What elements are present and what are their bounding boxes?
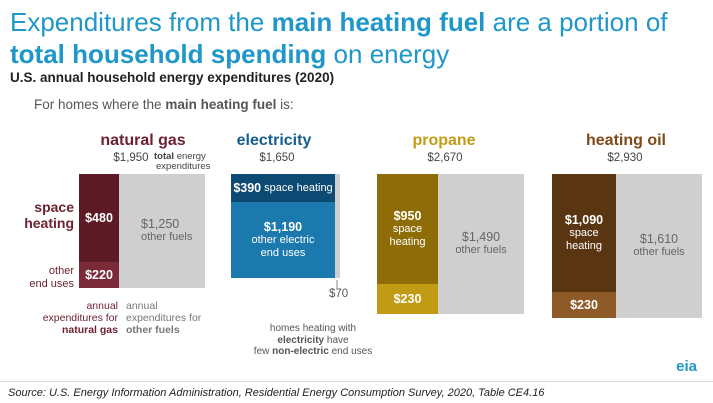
intro-emphasis: main heating fuel bbox=[165, 97, 277, 112]
side-label-other: other bbox=[48, 265, 74, 277]
annotation-of-line2: expenditures for bbox=[126, 312, 202, 324]
title-part3: are a portion of bbox=[485, 7, 668, 37]
annotation-of-line3: other fuels bbox=[126, 324, 180, 336]
value-heating-oil-other-end-uses: $230 bbox=[570, 297, 598, 312]
side-label-heating: heating bbox=[24, 215, 74, 231]
elec-note-few: few bbox=[253, 346, 273, 357]
title-emphasis-1: main heating fuel bbox=[271, 7, 486, 37]
label-natural-gas-other-fuels: other fuels bbox=[141, 231, 193, 243]
group-title-natural-gas: natural gas bbox=[100, 132, 186, 149]
side-label-space: space bbox=[34, 199, 74, 215]
bar-heating-oil-other-fuels: $1,610 other fuels bbox=[616, 174, 702, 318]
value-heating-oil-space-heating: $1,090 bbox=[564, 212, 604, 227]
side-label-space-heating: space heating bbox=[18, 199, 74, 231]
group-total-natural-gas: $1,950 bbox=[113, 152, 149, 164]
total-expenditures-note: total energy expenditures bbox=[154, 152, 216, 172]
label-heating-oil-heating: heating bbox=[565, 239, 603, 252]
value-propane-other-fuels: $1,490 bbox=[461, 230, 501, 244]
annotation-other-fuels: annual expenditures for other fuels bbox=[126, 300, 226, 336]
group-total-heating-oil: $2,930 bbox=[607, 152, 643, 164]
side-label-other-end-uses: other end uses bbox=[18, 265, 74, 291]
label-electricity-other-electric: other electric bbox=[251, 233, 315, 246]
value-propane-space-heating: $950 bbox=[393, 208, 422, 223]
label-propane-space: space bbox=[392, 222, 423, 235]
title-part5: on energy bbox=[326, 39, 450, 69]
annotation-ng-line3: natural gas bbox=[61, 324, 118, 336]
intro-part3: is: bbox=[276, 97, 294, 112]
value-heating-oil-other-fuels: $1,610 bbox=[639, 232, 679, 246]
group-total-electricity: $1,650 bbox=[259, 152, 295, 164]
value-propane-other-end-uses: $230 bbox=[393, 291, 422, 306]
bar-natural-gas-other-fuels: $1,250 other fuels bbox=[119, 174, 205, 288]
intro-text: For homes where the main heating fuel is… bbox=[34, 97, 294, 112]
bar-electricity-space-heating: $390 space heating bbox=[231, 174, 335, 202]
title-emphasis-2: total household spending bbox=[10, 39, 327, 69]
group-title-propane: propane bbox=[412, 132, 476, 149]
annotation-of-line1: annual bbox=[126, 300, 158, 312]
bar-electricity-other-end-uses: $1,190 other electric end uses bbox=[231, 202, 335, 278]
page-title: Expenditures from the main heating fuel … bbox=[10, 6, 710, 70]
chart-subtitle: U.S. annual household energy expenditure… bbox=[10, 70, 335, 85]
value-electricity-other-fuels: $70 bbox=[329, 288, 349, 300]
label-electricity-end-uses: end uses bbox=[260, 246, 306, 259]
total-note-bold: total bbox=[154, 151, 175, 162]
bar-heating-oil-space-heating: $1,090 space heating bbox=[552, 174, 616, 292]
bar-propane-other-end-uses: $230 bbox=[377, 284, 438, 314]
label-heating-oil-other-fuels: other fuels bbox=[633, 246, 685, 258]
label-propane-heating: heating bbox=[389, 235, 426, 248]
bar-electricity-other-fuels bbox=[335, 174, 340, 278]
bar-natural-gas-other-end-uses: $220 bbox=[79, 262, 119, 288]
source-note: Source: U.S. Energy Information Administ… bbox=[8, 387, 545, 399]
elec-note-electricity: electricity bbox=[277, 334, 325, 346]
intro-part1: For homes where the bbox=[34, 97, 166, 112]
annotation-electricity: homes heating with electricity have few … bbox=[248, 323, 378, 358]
group-title-electricity: electricity bbox=[236, 132, 312, 149]
elec-note-have: have bbox=[324, 334, 349, 346]
bar-propane-other-fuels: $1,490 other fuels bbox=[438, 174, 524, 314]
group-total-propane: $2,670 bbox=[427, 152, 463, 164]
value-electricity-other-end-uses: $1,190 bbox=[263, 219, 303, 234]
elec-note-line1: homes heating with bbox=[269, 323, 357, 334]
value-electricity-space-heating: $390 bbox=[233, 180, 262, 195]
label-heating-oil-space: space bbox=[569, 226, 599, 239]
value-natural-gas-other-fuels: $1,250 bbox=[141, 217, 180, 231]
title-part1: Expenditures from the bbox=[10, 7, 272, 37]
annotation-natural-gas: annual expenditures for natural gas bbox=[30, 300, 118, 336]
label-electricity-space-heating: space heating bbox=[261, 181, 333, 194]
elec-note-end-uses: end uses bbox=[328, 346, 373, 357]
elec-note-non-electric: non-electric bbox=[272, 346, 329, 357]
label-propane-other-fuels: other fuels bbox=[455, 244, 507, 256]
eia-logo: eia bbox=[676, 358, 697, 375]
total-note-expenditures: expenditures bbox=[156, 161, 211, 172]
bar-heating-oil-other-end-uses: $230 bbox=[552, 292, 616, 318]
annotation-ng-line1: annual bbox=[86, 300, 118, 312]
annotation-ng-line2: expenditures for bbox=[42, 312, 118, 324]
bar-natural-gas-space-heating: $480 bbox=[79, 174, 119, 262]
bar-propane-space-heating: $950 space heating bbox=[377, 174, 438, 284]
value-natural-gas-space-heating: $480 bbox=[85, 210, 113, 225]
value-natural-gas-other-end-uses: $220 bbox=[85, 267, 113, 282]
total-note-energy: energy bbox=[174, 151, 206, 162]
footer-divider bbox=[0, 381, 713, 382]
group-title-heating-oil: heating oil bbox=[586, 132, 666, 149]
side-label-end-uses: end uses bbox=[29, 278, 74, 290]
